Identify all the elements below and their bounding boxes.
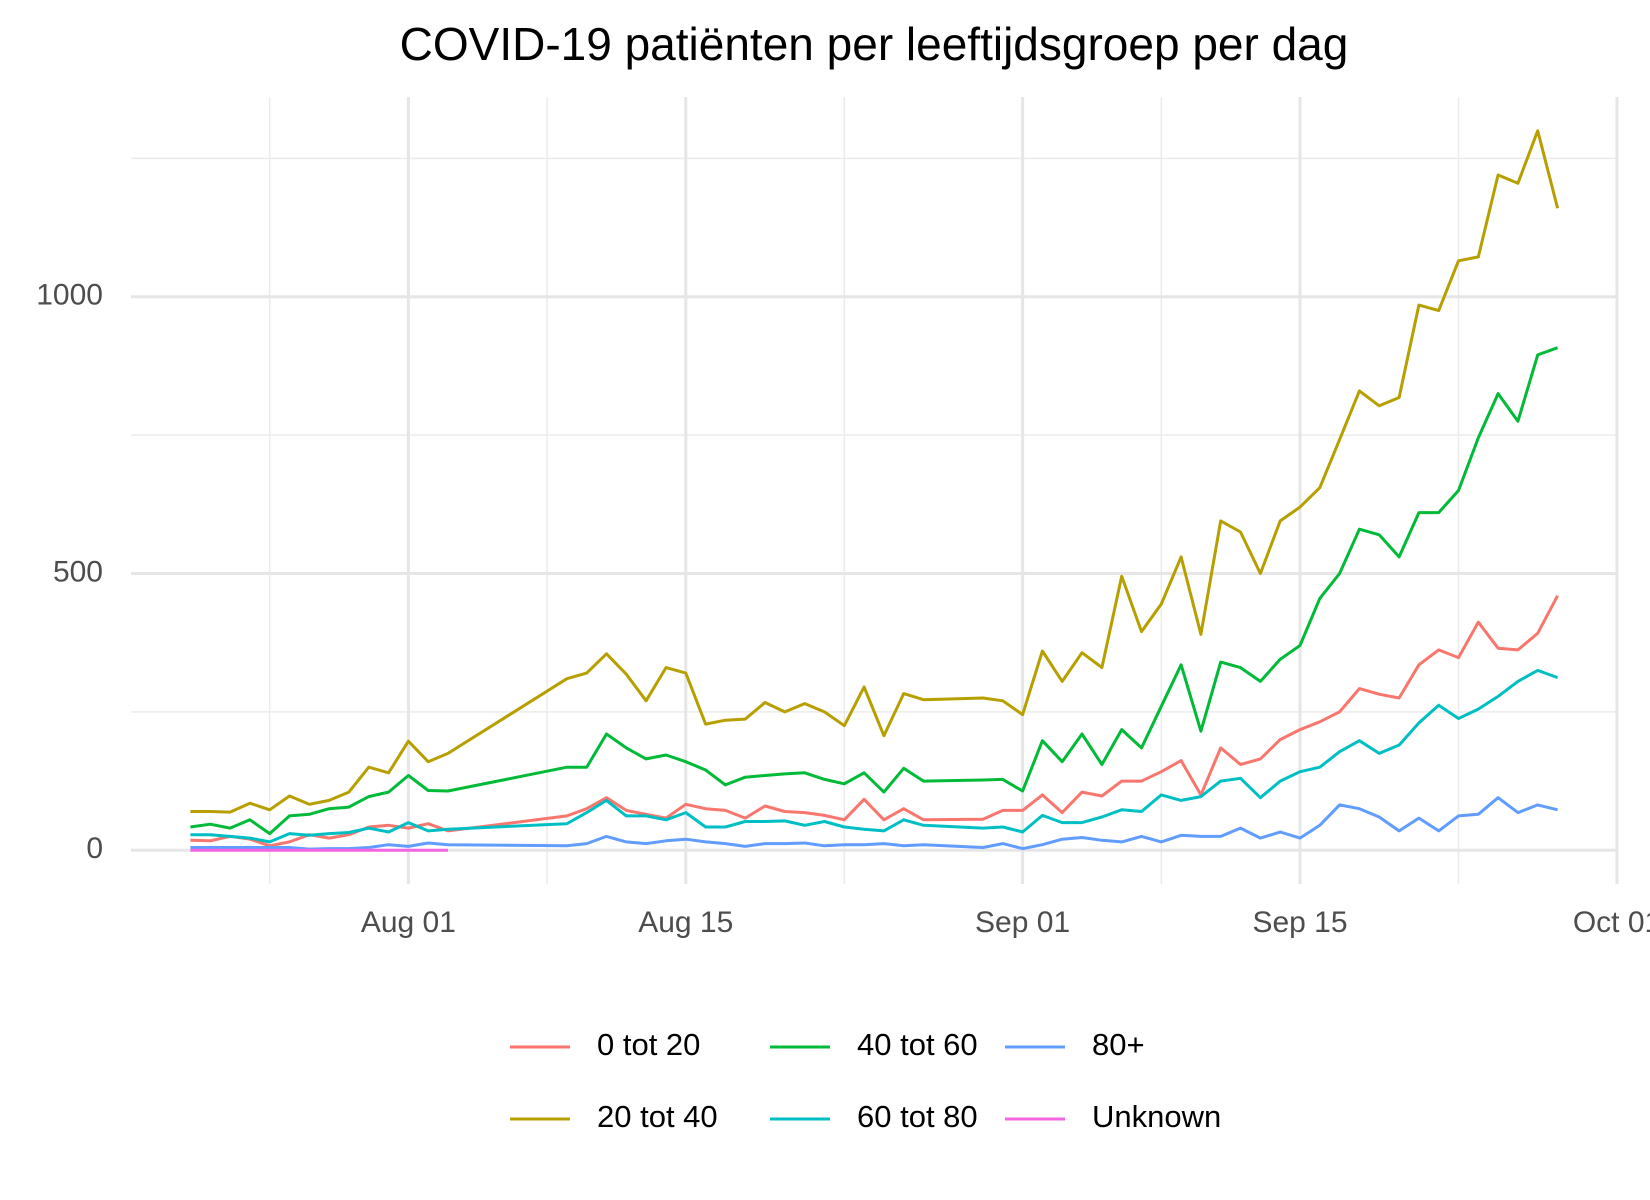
series-line bbox=[190, 796, 1558, 851]
x-tick-label: Aug 15 bbox=[638, 906, 733, 939]
legend-label: 20 tot 40 bbox=[597, 1099, 718, 1134]
series-line bbox=[190, 594, 1559, 848]
y-tick-label: 0 bbox=[86, 832, 103, 865]
legend-label: 80+ bbox=[1092, 1027, 1145, 1062]
chart-title: COVID-19 patiënten per leeftijdsgroep pe… bbox=[400, 18, 1349, 70]
x-tick-label: Aug 01 bbox=[361, 906, 456, 939]
y-tick-label: 500 bbox=[53, 555, 103, 588]
x-tick-label: Oct 01 bbox=[1573, 906, 1650, 939]
series-line bbox=[190, 668, 1559, 844]
x-tick-label: Sep 01 bbox=[975, 906, 1070, 939]
x-tick-label: Sep 15 bbox=[1252, 906, 1347, 939]
series-line bbox=[190, 129, 1560, 814]
series-line bbox=[190, 346, 1559, 836]
legend-label: 40 tot 60 bbox=[857, 1027, 978, 1062]
y-tick-label: 1000 bbox=[36, 279, 103, 312]
legend-label: 60 tot 80 bbox=[857, 1099, 978, 1134]
legend-label: Unknown bbox=[1092, 1099, 1221, 1134]
legend-label: 0 tot 20 bbox=[597, 1027, 700, 1062]
